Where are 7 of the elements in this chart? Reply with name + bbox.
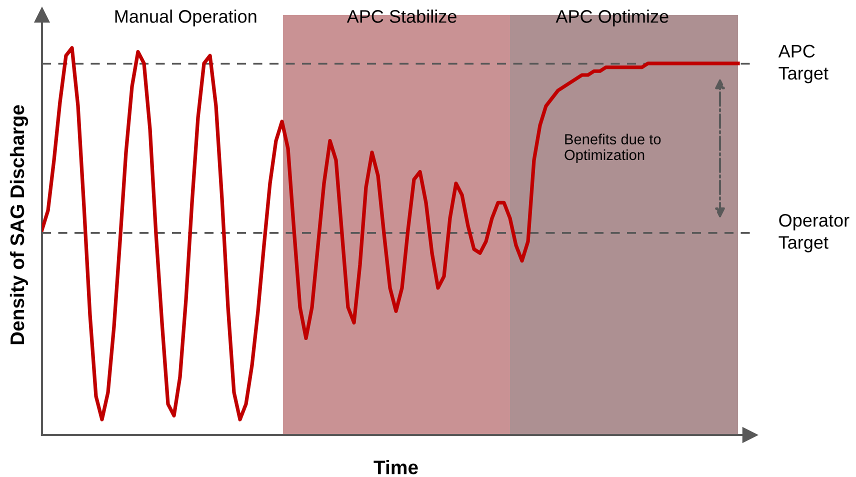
ref-line-label: Operator Target [778, 214, 850, 252]
annotation: Benefits due to Optimization [564, 134, 661, 164]
text: Manual Operation [115, 10, 256, 26]
y-axis-title: Density of SAG Discharge [10, 105, 28, 344]
ref-line-label: APC Target [778, 44, 828, 84]
text: APC Stabilize [346, 10, 456, 23]
x-axis-title: Time [374, 460, 418, 474]
